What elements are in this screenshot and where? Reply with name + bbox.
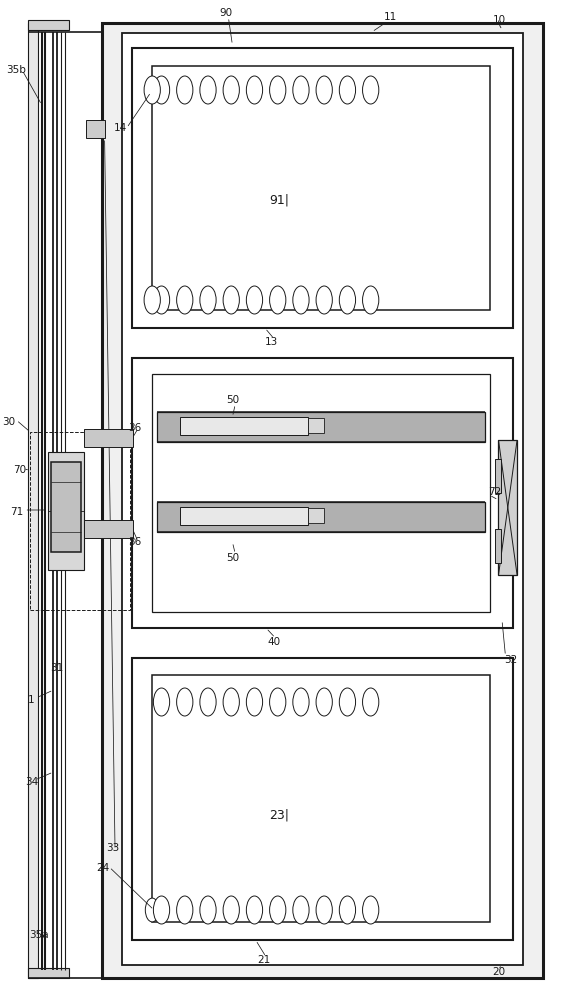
- Bar: [86, 120, 105, 138]
- Bar: [28, 20, 69, 30]
- Bar: [308, 508, 324, 523]
- Circle shape: [153, 688, 170, 716]
- Text: 34: 34: [26, 777, 39, 787]
- Circle shape: [177, 688, 193, 716]
- Circle shape: [200, 896, 216, 924]
- Text: 10: 10: [493, 15, 506, 25]
- Text: 30: 30: [2, 417, 16, 427]
- Text: 1: 1: [28, 695, 34, 705]
- Circle shape: [363, 688, 379, 716]
- Text: 32: 32: [504, 655, 518, 665]
- Circle shape: [200, 688, 216, 716]
- Circle shape: [316, 688, 332, 716]
- Circle shape: [316, 896, 332, 924]
- Bar: [132, 48, 513, 328]
- Circle shape: [339, 76, 356, 104]
- Circle shape: [293, 76, 309, 104]
- Text: 71: 71: [10, 507, 24, 517]
- Text: 21: 21: [257, 955, 270, 965]
- Circle shape: [223, 286, 239, 314]
- Bar: [495, 529, 501, 563]
- Text: 36: 36: [128, 423, 141, 433]
- Circle shape: [223, 896, 239, 924]
- Bar: [132, 658, 513, 940]
- Circle shape: [153, 76, 170, 104]
- Bar: [152, 675, 490, 922]
- Text: 35a: 35a: [29, 930, 49, 940]
- Text: 91|: 91|: [269, 194, 289, 207]
- Circle shape: [316, 76, 332, 104]
- Circle shape: [153, 896, 170, 924]
- Bar: [51, 462, 81, 552]
- Circle shape: [270, 286, 286, 314]
- Circle shape: [316, 286, 332, 314]
- Circle shape: [363, 76, 379, 104]
- Circle shape: [177, 76, 193, 104]
- Text: 70: 70: [13, 465, 26, 475]
- Bar: [48, 452, 84, 570]
- Bar: [152, 66, 490, 310]
- Text: 31: 31: [50, 663, 63, 673]
- Text: 11: 11: [383, 12, 397, 22]
- Bar: [152, 374, 490, 612]
- Circle shape: [223, 688, 239, 716]
- Circle shape: [363, 286, 379, 314]
- Circle shape: [339, 286, 356, 314]
- Circle shape: [339, 896, 356, 924]
- Text: 23|: 23|: [269, 808, 289, 822]
- Circle shape: [144, 76, 160, 104]
- Circle shape: [246, 286, 263, 314]
- Text: 36: 36: [128, 537, 141, 547]
- Text: 24: 24: [96, 863, 110, 873]
- Text: 72: 72: [488, 487, 501, 497]
- Circle shape: [200, 286, 216, 314]
- Bar: [30, 432, 130, 610]
- Circle shape: [293, 286, 309, 314]
- Circle shape: [270, 688, 286, 716]
- Text: 50: 50: [227, 553, 240, 563]
- Circle shape: [223, 76, 239, 104]
- Circle shape: [144, 286, 160, 314]
- Circle shape: [293, 688, 309, 716]
- Circle shape: [246, 76, 263, 104]
- Text: 20: 20: [493, 967, 506, 977]
- Bar: [84, 429, 133, 447]
- Text: 90: 90: [220, 8, 233, 18]
- Text: 14: 14: [114, 123, 127, 133]
- Circle shape: [145, 898, 159, 922]
- Text: 35b: 35b: [6, 65, 26, 75]
- Text: 33: 33: [106, 843, 119, 853]
- Bar: [102, 23, 543, 978]
- Circle shape: [246, 688, 263, 716]
- Bar: [308, 418, 324, 433]
- Circle shape: [293, 896, 309, 924]
- Circle shape: [200, 76, 216, 104]
- Circle shape: [153, 286, 170, 314]
- Bar: [498, 440, 517, 575]
- Bar: [84, 520, 133, 538]
- Bar: [495, 459, 501, 493]
- Circle shape: [177, 896, 193, 924]
- Text: 13: 13: [265, 337, 278, 347]
- Circle shape: [177, 286, 193, 314]
- Text: 40: 40: [267, 637, 281, 647]
- Bar: [132, 358, 513, 628]
- Circle shape: [339, 688, 356, 716]
- Bar: [180, 506, 308, 524]
- Text: 50: 50: [227, 395, 240, 405]
- Bar: [28, 968, 69, 978]
- Bar: [157, 502, 485, 532]
- Bar: [122, 33, 523, 965]
- Circle shape: [270, 76, 286, 104]
- Circle shape: [246, 896, 263, 924]
- Circle shape: [363, 896, 379, 924]
- Bar: [157, 412, 485, 442]
- Circle shape: [270, 896, 286, 924]
- Bar: [180, 416, 308, 434]
- Bar: [28, 23, 38, 978]
